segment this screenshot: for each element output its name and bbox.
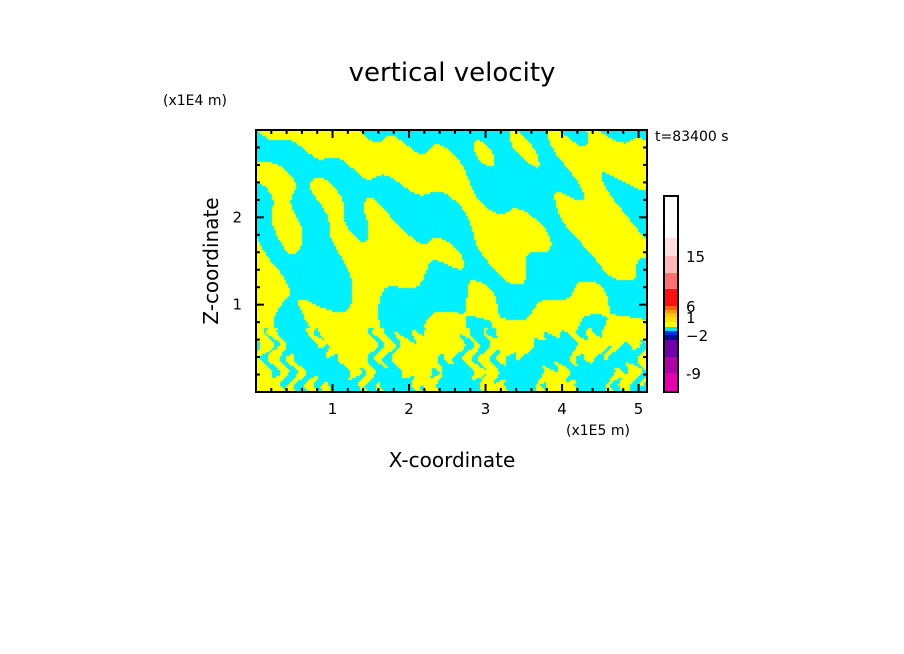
colorbar-segment [664,273,678,289]
colorbar-label: −2 [686,327,708,345]
x-tick-label: 2 [404,400,414,418]
colorbar-segment [664,306,678,310]
colorbar-frame [663,195,679,393]
colorbar-segment [664,322,678,327]
colorbar-label: 6 [686,298,696,316]
colorbar-segment [664,357,678,373]
colorbar-segment [664,335,678,340]
colorbar-label: -9 [686,365,701,383]
y-tick-label: 1 [232,296,242,314]
colorbar-label: 15 [686,248,705,266]
colorbar-segment [664,238,678,256]
colorbar-segment [664,289,678,306]
x-tick-label: 3 [481,400,491,418]
x-axis-title: X-coordinate [388,448,516,472]
colorbar-segment [664,256,678,273]
y-unit-label: (x1E4 m) [163,93,227,109]
x-tick-label: 1 [328,400,338,418]
colorbar-segment [664,313,678,317]
x-tick-label: 5 [634,400,644,418]
colorbar-segment [664,310,678,313]
plot-frame [255,129,648,393]
x-unit-label: (x1E5 m) [566,423,630,439]
x-tick-label: 4 [557,400,567,418]
time-label: t=83400 s [655,129,729,145]
colorbar-segment [664,373,678,392]
colorbar-label: 1 [686,309,696,327]
colorbar-segment [664,327,678,331]
velocity-field [256,130,647,392]
y-tick-label: 2 [232,208,242,226]
colorbar-segment [664,331,678,335]
colorbar-segment [664,317,678,322]
colorbar-segment [664,340,678,357]
chart-title: vertical velocity [348,58,556,88]
